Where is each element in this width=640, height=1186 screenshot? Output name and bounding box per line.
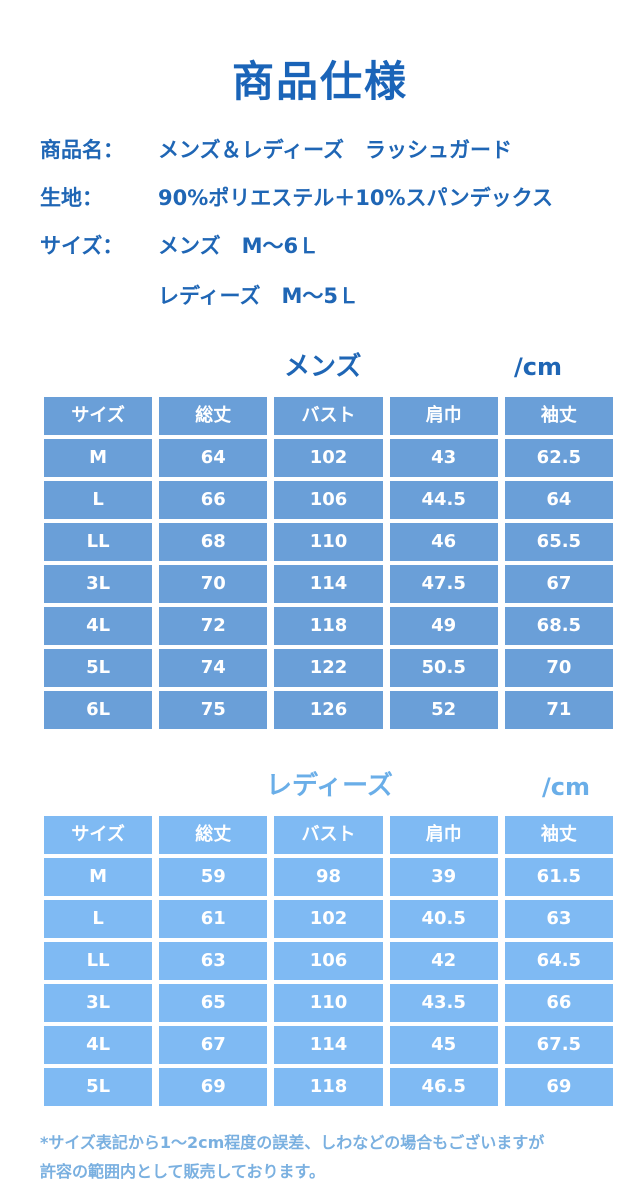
table-cell: 40.5 (389, 900, 498, 938)
note-line: 許容の範囲内として販売しております。 (40, 1162, 325, 1181)
table-cell: LL (44, 523, 153, 561)
table-header-cell: 肩巾 (389, 397, 498, 435)
table-cell: 69 (159, 1068, 268, 1106)
page-title: 商品仕様 (231, 57, 408, 106)
table-cell: 42 (389, 942, 498, 980)
table-cell: 110 (274, 523, 383, 561)
table-cell: 3L (44, 984, 153, 1022)
mens-unit: /cm (514, 353, 562, 381)
table-cell: 106 (274, 481, 383, 519)
table-header-cell: 肩巾 (389, 816, 498, 854)
table-header-cell: バスト (274, 397, 383, 435)
spec-label: サイズ： (40, 234, 124, 258)
table-cell: 3L (44, 565, 153, 603)
table-cell: 67.5 (504, 1026, 613, 1064)
table-cell: 66 (159, 481, 268, 519)
ladies-heading: レディーズ (266, 771, 393, 801)
table-cell: 72 (159, 607, 268, 645)
table-cell: 6L (44, 691, 153, 729)
table-cell: 63 (504, 900, 613, 938)
ladies-unit: /cm (542, 773, 590, 801)
table-cell: 110 (274, 984, 383, 1022)
table-cell: 47.5 (389, 565, 498, 603)
table-cell: 102 (274, 900, 383, 938)
spec-value: レディーズ M〜5Ｌ (158, 284, 359, 308)
table-cell: 71 (504, 691, 613, 729)
table-cell: 68.5 (504, 607, 613, 645)
table-cell: 65.5 (504, 523, 613, 561)
table-cell: 64 (504, 481, 613, 519)
table-cell: 43.5 (389, 984, 498, 1022)
table-header-cell: 総丈 (159, 816, 268, 854)
table-cell: 44.5 (389, 481, 498, 519)
table-cell: 118 (274, 607, 383, 645)
table-cell: 4L (44, 1026, 153, 1064)
table-cell: 67 (159, 1026, 268, 1064)
table-cell: 70 (504, 649, 613, 687)
spec-value: メンズ＆レディーズ ラッシュガード (158, 138, 513, 162)
table-cell: 5L (44, 649, 153, 687)
spec-label: 商品名： (40, 138, 124, 162)
table-cell: 69 (504, 1068, 613, 1106)
table-cell: 122 (274, 649, 383, 687)
note-line: *サイズ表記から1〜2cm程度の誤差、しわなどの場合もございますが (40, 1133, 545, 1152)
table-cell: M (44, 439, 153, 477)
table-cell: 98 (274, 858, 383, 896)
table-cell: 59 (159, 858, 268, 896)
table-cell: 68 (159, 523, 268, 561)
table-cell: 46 (389, 523, 498, 561)
table-header-cell: 総丈 (159, 397, 268, 435)
spec-value: メンズ M〜6Ｌ (158, 234, 320, 258)
table-cell: 52 (389, 691, 498, 729)
table-header-cell: 袖丈 (504, 816, 613, 854)
table-cell: 63 (159, 942, 268, 980)
spec-value: 90%ポリエステル＋10%スパンデックス (158, 186, 553, 210)
spec-fabric: 生地： 90%ポリエステル＋10%スパンデックス (40, 182, 553, 212)
table-cell: 66 (504, 984, 613, 1022)
table-cell: 75 (159, 691, 268, 729)
table-cell: 64 (159, 439, 268, 477)
table-cell: 65 (159, 984, 268, 1022)
table-cell: 114 (274, 1026, 383, 1064)
table-cell: 39 (389, 858, 498, 896)
table-cell: 106 (274, 942, 383, 980)
table-cell: 102 (274, 439, 383, 477)
table-header-cell: サイズ (44, 816, 153, 854)
table-cell: M (44, 858, 153, 896)
table-cell: 114 (274, 565, 383, 603)
table-header-cell: サイズ (44, 397, 153, 435)
mens-size-table: サイズ 総丈 バスト 肩巾 袖丈 M 64 102 43 62.5 L 66 106 44.5 64 LL 68… (44, 397, 613, 729)
table-cell: L (44, 900, 153, 938)
table-cell: 4L (44, 607, 153, 645)
spec-size-mens: サイズ： メンズ M〜6Ｌ (40, 230, 319, 260)
table-cell: LL (44, 942, 153, 980)
table-header-cell: 袖丈 (504, 397, 613, 435)
table-cell: 49 (389, 607, 498, 645)
table-cell: 62.5 (504, 439, 613, 477)
table-cell: 45 (389, 1026, 498, 1064)
table-cell: 61.5 (504, 858, 613, 896)
table-cell: 43 (389, 439, 498, 477)
table-cell: L (44, 481, 153, 519)
spec-size-ladies: レディーズ M〜5Ｌ (40, 280, 359, 310)
table-cell: 74 (159, 649, 268, 687)
table-cell: 5L (44, 1068, 153, 1106)
ladies-size-table: サイズ 総丈 バスト 肩巾 袖丈 M 59 98 39 61.5 L 61 102 40.5 63 LL 63 1… (44, 816, 613, 1106)
size-note: *サイズ表記から1〜2cm程度の誤差、しわなどの場合もございますが 許容の範囲内… (40, 1128, 544, 1186)
table-cell: 67 (504, 565, 613, 603)
spec-product-name: 商品名： メンズ＆レディーズ ラッシュガード (40, 134, 512, 164)
spec-label: 生地： (40, 186, 103, 210)
table-cell: 46.5 (389, 1068, 498, 1106)
table-header-cell: バスト (274, 816, 383, 854)
table-cell: 50.5 (389, 649, 498, 687)
table-cell: 70 (159, 565, 268, 603)
table-cell: 61 (159, 900, 268, 938)
mens-heading: メンズ (284, 352, 362, 382)
table-cell: 64.5 (504, 942, 613, 980)
table-cell: 118 (274, 1068, 383, 1106)
table-cell: 126 (274, 691, 383, 729)
